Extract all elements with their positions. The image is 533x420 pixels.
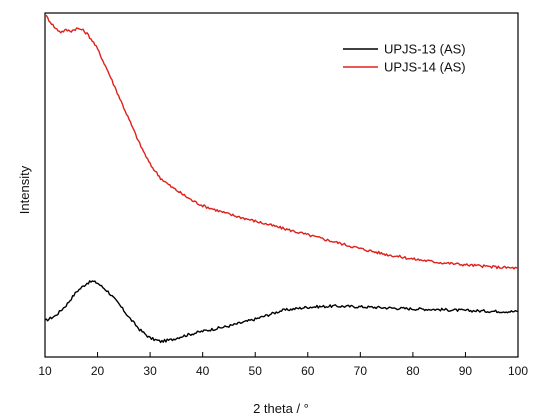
x-tick-label: 80 xyxy=(406,364,420,378)
x-axis-label: 2 theta / ° xyxy=(253,401,309,416)
x-tick-label: 30 xyxy=(143,364,157,378)
x-axis-ticks: 10 20 30 40 50 60 70 80 90 100 xyxy=(38,352,528,378)
x-tick-label: 70 xyxy=(354,364,368,378)
legend: UPJS-13 (AS) UPJS-14 (AS) xyxy=(343,42,466,75)
legend-label-series-1: UPJS-13 (AS) xyxy=(384,42,466,57)
x-tick-label: 100 xyxy=(508,364,528,378)
x-tick-label: 20 xyxy=(91,364,105,378)
plot-area xyxy=(44,12,519,358)
x-tick-label: 90 xyxy=(459,364,473,378)
x-tick-label: 40 xyxy=(196,364,210,378)
x-tick-label: 10 xyxy=(38,364,52,378)
legend-label-series-2: UPJS-14 (AS) xyxy=(384,60,466,75)
series-line-1 xyxy=(44,280,519,344)
y-axis-label: Intensity xyxy=(17,165,32,214)
x-tick-label: 50 xyxy=(249,364,263,378)
series-lines xyxy=(44,14,519,344)
x-tick-label: 60 xyxy=(301,364,315,378)
series-line-2 xyxy=(44,14,519,270)
